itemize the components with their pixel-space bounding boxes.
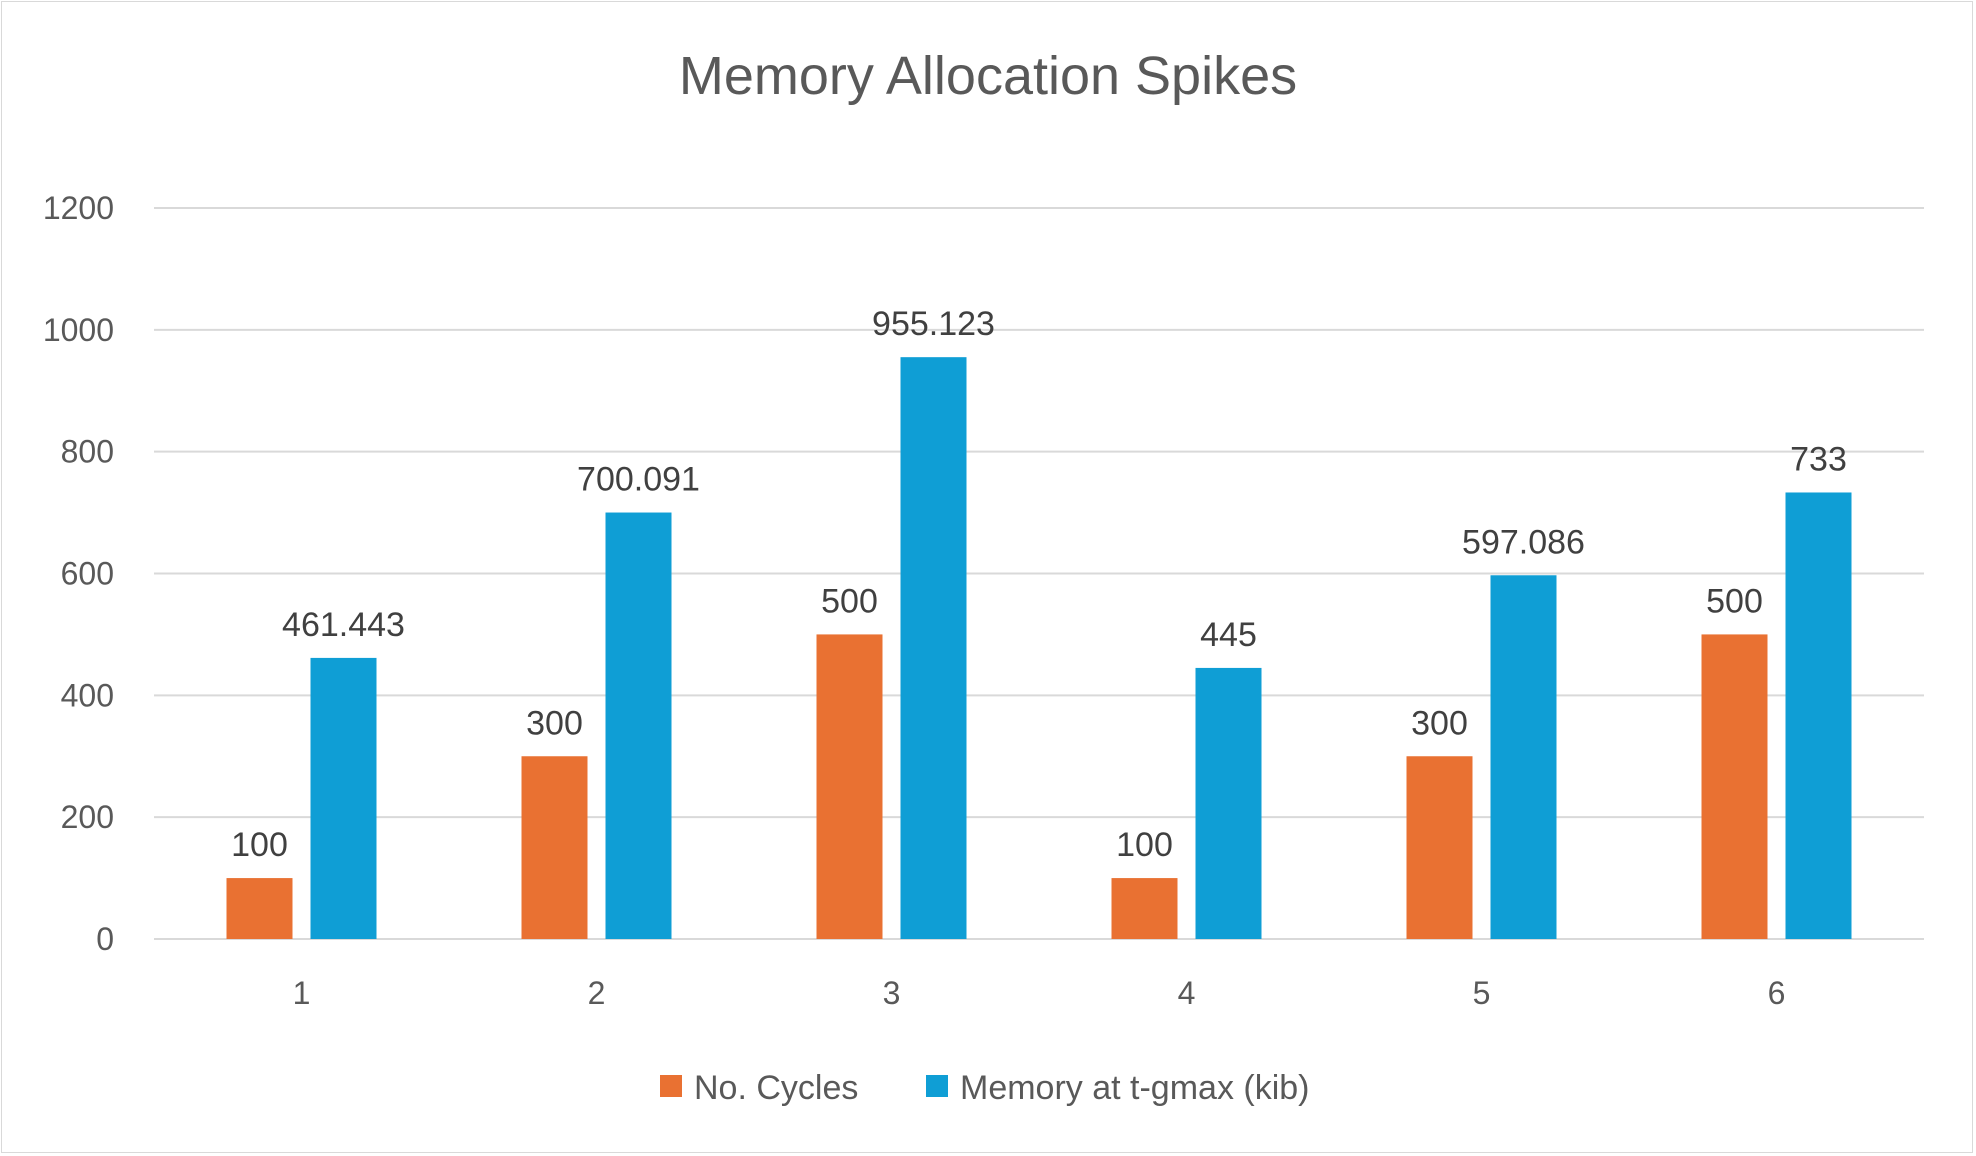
data-label: 445 xyxy=(1200,616,1257,654)
legend-swatch xyxy=(660,1075,682,1097)
legend-swatch xyxy=(926,1075,948,1097)
bar-memory xyxy=(1785,492,1852,939)
x-tick-label: 2 xyxy=(588,975,606,1011)
bars xyxy=(226,357,1852,939)
legend-item: No. Cycles xyxy=(660,1069,858,1107)
legend-label: Memory at t-gmax (kib) xyxy=(960,1069,1310,1107)
x-axis-ticks: 1 2 3 4 5 6 xyxy=(293,975,1786,1011)
data-label: 461.443 xyxy=(282,606,405,644)
bar-cycles xyxy=(521,756,588,939)
y-tick-label: 0 xyxy=(96,921,114,957)
y-tick-label: 200 xyxy=(61,799,114,835)
x-tick-label: 3 xyxy=(883,975,901,1011)
bar-memory xyxy=(900,357,967,939)
data-labels: 100 461.443 300 700.091 500 955.123 100 445 300 5… xyxy=(231,305,1847,864)
bar-memory xyxy=(1195,667,1262,939)
bar-memory xyxy=(605,512,672,939)
data-label: 733 xyxy=(1790,440,1847,478)
x-tick-label: 1 xyxy=(293,975,311,1011)
bar-cycles xyxy=(1406,756,1473,939)
bar-memory xyxy=(1490,575,1557,939)
data-label: 100 xyxy=(1116,826,1173,864)
data-label: 500 xyxy=(1706,582,1763,620)
legend-item: Memory at t-gmax (kib) xyxy=(926,1069,1310,1107)
x-tick-label: 6 xyxy=(1768,975,1786,1011)
gridlines xyxy=(154,207,1924,940)
y-tick-label: 400 xyxy=(61,677,114,713)
y-axis-ticks: 0 200 400 600 800 1000 1200 xyxy=(43,190,114,957)
bar-cycles xyxy=(1111,878,1178,939)
y-tick-label: 1000 xyxy=(43,312,114,348)
chart-title: Memory Allocation Spikes xyxy=(679,46,1297,106)
data-label: 300 xyxy=(1411,704,1468,742)
data-label: 300 xyxy=(526,704,583,742)
x-tick-label: 5 xyxy=(1473,975,1491,1011)
y-tick-label: 1200 xyxy=(43,190,114,226)
data-label: 500 xyxy=(821,582,878,620)
y-tick-label: 600 xyxy=(61,556,114,592)
x-tick-label: 4 xyxy=(1178,975,1196,1011)
legend: No. Cycles Memory at t-gmax (kib) xyxy=(660,1069,1310,1107)
data-label: 597.086 xyxy=(1462,523,1585,561)
bar-cycles xyxy=(816,634,883,939)
bar-cycles xyxy=(1701,634,1768,939)
legend-label: No. Cycles xyxy=(694,1069,858,1107)
y-tick-label: 800 xyxy=(61,434,114,470)
bar-cycles xyxy=(226,878,293,939)
bar-memory xyxy=(310,657,377,939)
data-label: 955.123 xyxy=(872,305,995,343)
data-label: 700.091 xyxy=(577,461,700,499)
data-label: 100 xyxy=(231,826,288,864)
